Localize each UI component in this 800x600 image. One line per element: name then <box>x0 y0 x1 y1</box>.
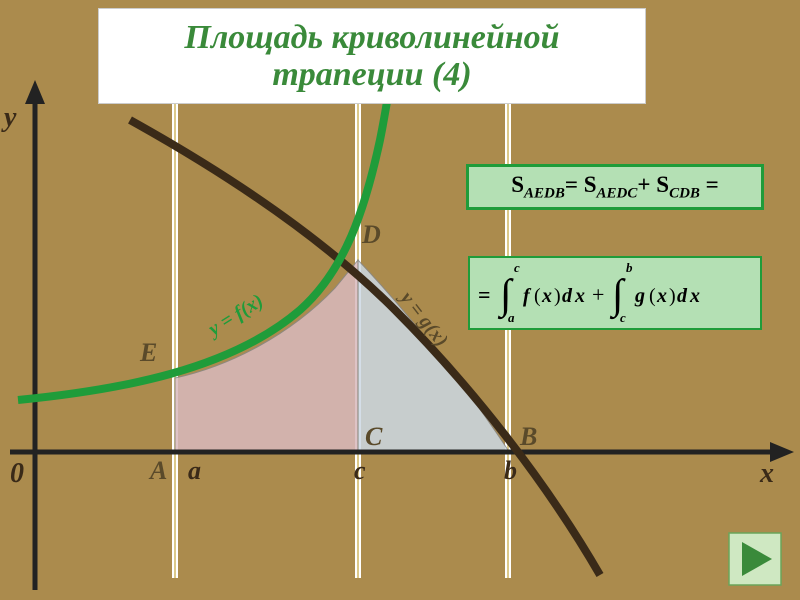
formula-area-sum-text: SAEDB= SAEDC+ SCDB = <box>511 172 719 203</box>
point-label-d: D <box>362 220 381 250</box>
svg-text:d: d <box>562 285 573 307</box>
svg-text:x: x <box>541 285 552 307</box>
point-label-e: E <box>140 338 157 368</box>
formula-integrals: =∫caf(x)dx+∫bcg(x)dx <box>468 256 762 330</box>
svg-text:(: ( <box>534 285 541 307</box>
svg-text:): ) <box>554 285 561 307</box>
axis-label-x: x <box>760 458 774 490</box>
svg-text:=: = <box>478 282 491 307</box>
svg-text:(: ( <box>649 285 656 307</box>
svg-text:b: b <box>626 260 633 275</box>
point-label-c-upper: C <box>365 422 382 452</box>
title-box: Площадь криволинейной трапеции (4) <box>98 8 646 104</box>
point-label-a-upper: A <box>150 456 167 486</box>
svg-text:a: a <box>508 310 515 325</box>
point-label-a-lower: a <box>188 456 201 486</box>
formula-integrals-svg: =∫caf(x)dx+∫bcg(x)dx <box>470 258 760 328</box>
next-slide-button[interactable] <box>728 532 782 586</box>
point-label-b-lower: b <box>504 456 517 486</box>
svg-text:f: f <box>523 285 532 307</box>
svg-text:x: x <box>656 285 667 307</box>
title-text: Площадь криволинейной трапеции (4) <box>184 19 559 94</box>
svg-text:c: c <box>620 310 626 325</box>
point-label-c-lower: c <box>354 456 366 486</box>
svg-text:): ) <box>669 285 676 307</box>
diagram-stage: Площадь криволинейной трапеции (4) SAEDB… <box>0 0 800 600</box>
point-label-b-upper: B <box>520 422 537 452</box>
svg-text:x: x <box>574 285 585 307</box>
svg-text:g: g <box>634 285 645 307</box>
triangle-right-icon <box>728 532 782 586</box>
svg-text:c: c <box>514 260 520 275</box>
axis-label-origin: 0 <box>10 458 24 490</box>
svg-text:x: x <box>689 285 700 307</box>
axis-label-y: y <box>4 102 16 134</box>
svg-text:+: + <box>592 282 604 307</box>
svg-text:d: d <box>677 285 688 307</box>
formula-area-sum: SAEDB= SAEDC+ SCDB = <box>466 164 764 210</box>
